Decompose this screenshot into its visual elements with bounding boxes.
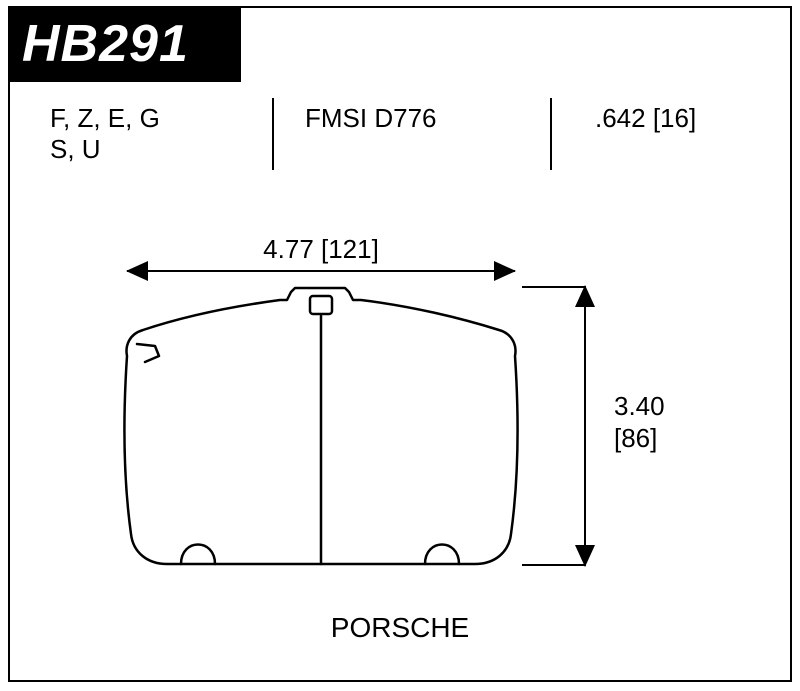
arrow-up-icon [575, 285, 595, 307]
compounds-column: F, Z, E, G S, U [50, 103, 250, 165]
header-separator-2 [550, 98, 552, 170]
title-bar: HB291 [8, 6, 241, 82]
fmsi-column: FMSI D776 [305, 103, 505, 134]
arrow-right-icon [494, 261, 516, 281]
vehicle-make-label: PORSCHE [10, 612, 790, 644]
part-number: HB291 [22, 14, 189, 74]
height-dimension-label: 3.40 [86] [614, 390, 665, 454]
diagram-frame: HB291 F, Z, E, G S, U FMSI D776 .642 [16… [8, 6, 792, 682]
arrow-down-icon [575, 545, 595, 567]
height-dimension: 3.40 [86] [570, 286, 720, 566]
arrow-left-icon [126, 261, 148, 281]
height-label-line2: [86] [614, 422, 665, 454]
brake-pad-outline [115, 286, 527, 586]
width-dimension: 4.77 [121] [127, 240, 515, 280]
header-separator-1 [272, 98, 274, 170]
compounds-line2: S, U [50, 134, 250, 165]
width-dimension-line [127, 270, 515, 272]
height-dimension-line [584, 286, 586, 566]
height-label-line1: 3.40 [614, 390, 665, 422]
compounds-line1: F, Z, E, G [50, 103, 250, 134]
width-dimension-label: 4.77 [121] [127, 234, 515, 265]
thickness-column: .642 [16] [595, 103, 775, 134]
